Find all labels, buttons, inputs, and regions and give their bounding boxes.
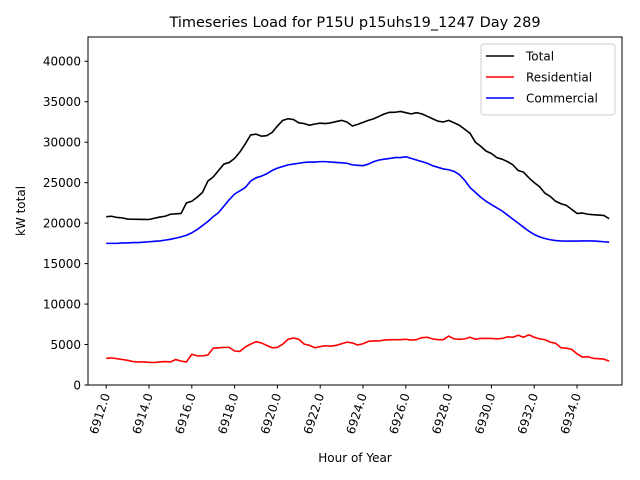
x-axis: 6912.0 6914.0 6916.0 6918.0 6920.0 6922.0 6924… <box>87 385 584 436</box>
legend: Total Residential Commercial <box>480 43 616 116</box>
y-tick-label: 35000 <box>43 95 81 109</box>
x-tick-label: 6932.0 <box>515 392 541 436</box>
legend-label-commercial: Commercial <box>526 92 598 106</box>
x-tick-label: 6918.0 <box>215 392 241 436</box>
legend-label-residential: Residential <box>526 71 592 85</box>
series-line-residential <box>106 334 610 364</box>
y-tick-label: 5000 <box>50 338 81 352</box>
series-line-commercial <box>106 155 610 245</box>
x-tick-label: 6934.0 <box>558 392 584 436</box>
y-tick-label: 40000 <box>43 55 81 69</box>
x-tick-label: 6926.0 <box>386 392 412 436</box>
y-axis-title: kW total <box>14 186 28 236</box>
x-tick-label: 6920.0 <box>258 392 284 436</box>
y-tick-label: 10000 <box>43 297 81 311</box>
y-tick-label: 15000 <box>43 257 81 271</box>
x-tick-label: 6924.0 <box>344 392 370 436</box>
chart-title: Timeseries Load for P15U p15uhs19_1247 D… <box>168 15 540 31</box>
series-line-total <box>106 110 610 221</box>
x-tick-label: 6928.0 <box>429 392 455 436</box>
x-tick-label: 6930.0 <box>472 392 498 436</box>
y-axis: 0 5000 10000 15000 20000 25000 30000 35000 40000 <box>43 55 88 392</box>
x-tick-label: 6914.0 <box>130 392 156 436</box>
y-tick-label: 25000 <box>43 176 81 190</box>
x-tick-label: 6922.0 <box>301 392 327 436</box>
y-tick-label: 0 <box>73 378 81 392</box>
y-tick-label: 30000 <box>43 136 81 150</box>
y-tick-label: 20000 <box>43 216 81 230</box>
x-axis-title: Hour of Year <box>318 451 392 465</box>
series-group <box>106 110 610 364</box>
x-tick-label: 6916.0 <box>172 392 198 436</box>
legend-box <box>480 43 616 116</box>
legend-label-total: Total <box>525 50 554 64</box>
x-tick-label: 6912.0 <box>87 392 113 436</box>
